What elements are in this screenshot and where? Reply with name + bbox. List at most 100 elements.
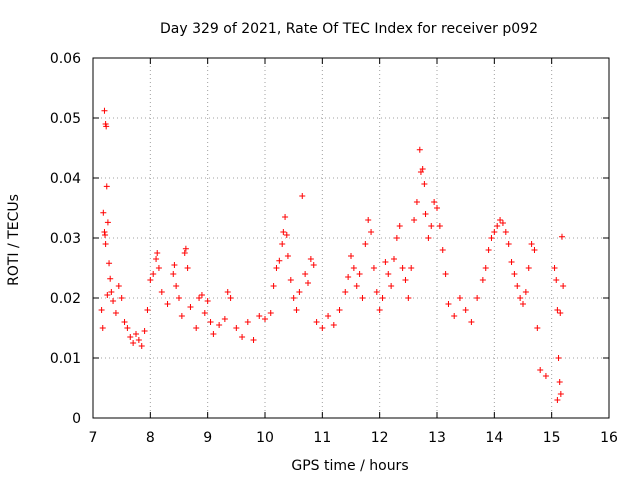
data-point [153, 256, 160, 262]
data-point [233, 325, 240, 331]
y-axis-label: ROTI / TECUs [6, 194, 22, 286]
x-axis-label: GPS time / hours [291, 458, 408, 474]
data-point [365, 217, 372, 223]
x-tick-labels: 7 8 9 10 11 12 13 14 15 16 [89, 430, 618, 446]
x-tick-label: 16 [600, 430, 618, 446]
data-point [439, 247, 446, 253]
data-point [373, 289, 380, 295]
data-point [187, 304, 194, 310]
data-point [173, 283, 180, 289]
data-point [345, 274, 352, 280]
data-point [356, 271, 363, 277]
data-point [396, 223, 403, 229]
data-point [419, 166, 426, 172]
data-point [115, 283, 122, 289]
data-point [445, 301, 452, 307]
data-point [362, 241, 369, 247]
data-point [207, 319, 214, 325]
data-point [103, 123, 110, 130]
data-point [276, 257, 283, 264]
data-point [370, 265, 377, 271]
data-point [287, 277, 294, 283]
data-point [107, 275, 114, 282]
x-tick-label: 9 [203, 430, 212, 446]
data-point [307, 256, 314, 262]
data-point [118, 295, 125, 301]
data-point [553, 277, 560, 283]
data-point [141, 328, 148, 334]
data-point [468, 319, 475, 325]
data-point [130, 340, 137, 346]
data-point [505, 241, 512, 247]
data-points [98, 107, 567, 403]
data-point [528, 241, 535, 247]
x-tick-label: 15 [543, 430, 561, 446]
data-point [421, 181, 428, 187]
data-point [313, 319, 320, 325]
data-point [508, 259, 515, 265]
data-point [325, 313, 332, 319]
data-point [256, 313, 263, 319]
data-point [522, 289, 529, 295]
data-point [293, 307, 300, 313]
data-point [474, 295, 481, 301]
data-point [382, 259, 389, 265]
data-point [104, 292, 111, 298]
data-point [108, 289, 115, 295]
y-tick-label: 0.04 [50, 171, 81, 187]
data-point [557, 310, 564, 316]
data-point [154, 250, 161, 256]
data-point [393, 235, 400, 241]
y-tick-label: 0.03 [50, 231, 81, 247]
data-point [482, 265, 489, 271]
data-point [184, 265, 191, 271]
data-point [379, 295, 386, 301]
grid-lines [93, 58, 609, 418]
data-point [164, 301, 171, 307]
data-point [554, 397, 561, 403]
data-point [514, 283, 521, 289]
data-point [497, 217, 504, 223]
data-point [216, 322, 223, 328]
data-point [144, 307, 151, 313]
data-point [182, 245, 189, 252]
data-point [224, 289, 231, 295]
data-point [178, 313, 185, 319]
data-point [101, 229, 108, 235]
data-point [422, 211, 429, 217]
data-point [436, 223, 443, 229]
data-point [408, 265, 415, 271]
x-tick-label: 10 [256, 430, 274, 446]
data-point [456, 295, 463, 301]
x-tick-label: 13 [428, 430, 446, 446]
data-point [405, 295, 412, 301]
data-point [138, 343, 145, 349]
data-point [305, 280, 311, 286]
data-point [273, 265, 280, 271]
data-point [494, 223, 501, 229]
data-point [416, 146, 423, 153]
data-point [310, 262, 317, 268]
data-point [150, 271, 157, 277]
data-point [451, 313, 458, 319]
data-point [556, 379, 563, 385]
chart-title: Day 329 of 2021, Rate Of TEC Index for r… [160, 21, 538, 37]
data-point [221, 316, 228, 322]
data-point [124, 325, 131, 331]
data-point [554, 307, 561, 313]
data-point [284, 253, 291, 259]
data-point [170, 271, 177, 277]
y-tick-labels: 0 0.01 0.02 0.03 0.04 0.05 0.06 [50, 51, 81, 427]
data-point [336, 307, 343, 313]
data-point [555, 355, 562, 361]
data-point [485, 247, 492, 253]
x-tick-label: 7 [89, 430, 98, 446]
data-point [299, 193, 306, 199]
data-point [531, 247, 538, 253]
data-point [342, 289, 349, 295]
data-point [520, 301, 526, 307]
data-point [296, 289, 303, 295]
data-point [491, 229, 498, 235]
data-point [198, 292, 205, 298]
data-point [210, 331, 217, 337]
